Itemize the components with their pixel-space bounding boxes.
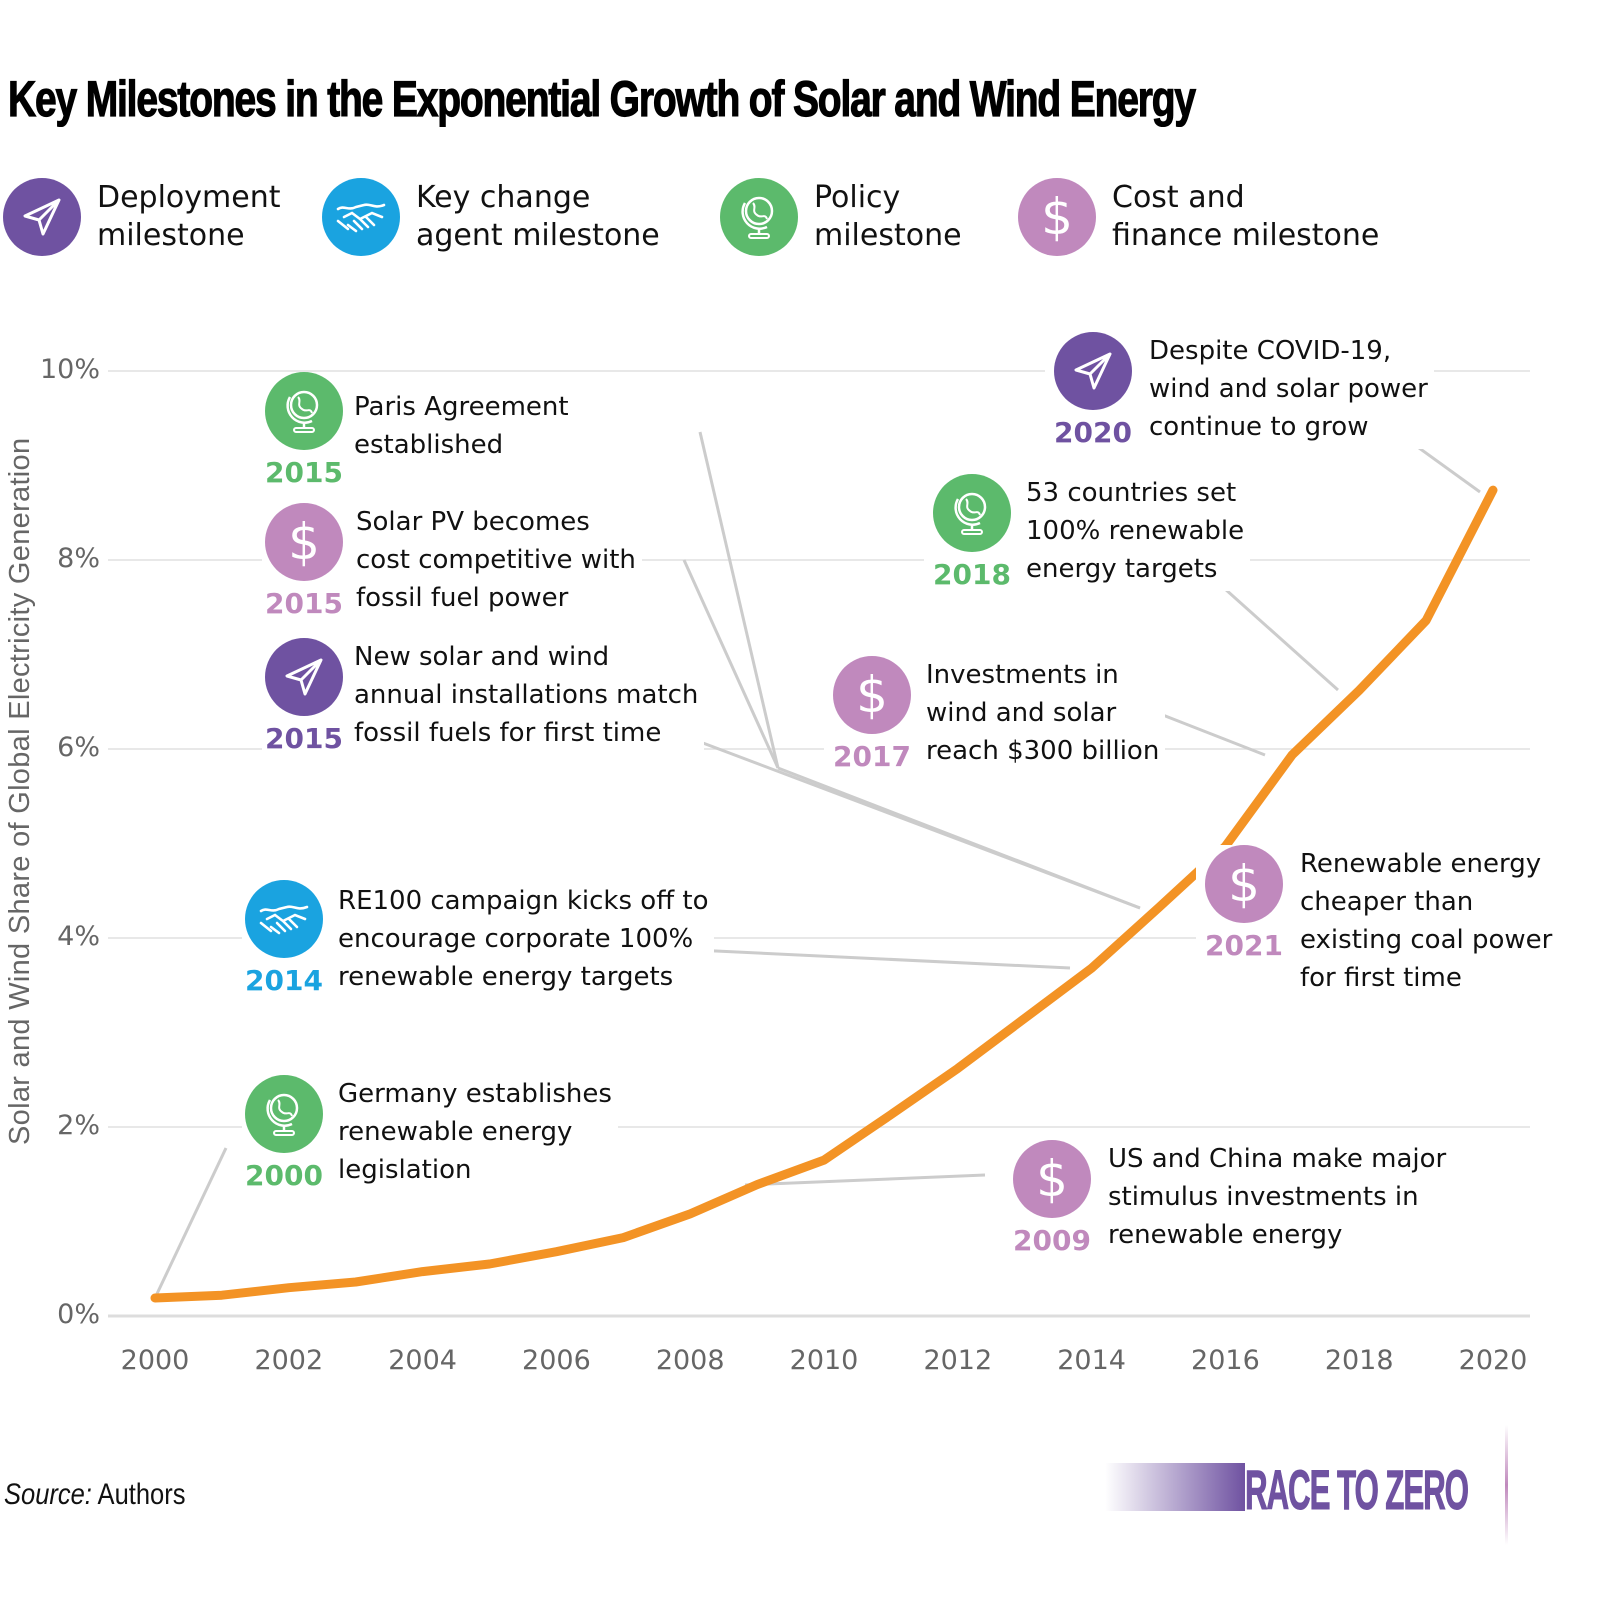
annotation-year: 2009 <box>1013 1224 1091 1257</box>
dollar-icon: $ <box>1205 845 1283 923</box>
annotation-year: 2000 <box>245 1159 323 1192</box>
annotation-year: 2015 <box>265 587 343 620</box>
annotation-year: 2018 <box>933 558 1011 591</box>
y-tick-label: 2% <box>57 1110 100 1141</box>
annotation-2015-solar-pv: $ 2015 Solar PV becomes cost competitive… <box>262 503 642 620</box>
dollar-icon: $ <box>1013 1140 1091 1218</box>
source-value: Authors <box>91 1478 186 1511</box>
globe-icon <box>265 372 343 450</box>
x-tick-label: 2008 <box>655 1345 725 1376</box>
leader-line-2017 <box>1149 708 1266 757</box>
annotation-text: Investments in wind and solar reach $300… <box>926 660 1160 766</box>
annotation-text: New solar and wind annual installations … <box>354 642 699 748</box>
annotation-year: 2014 <box>245 964 323 997</box>
y-tick-label: 0% <box>57 1299 100 1330</box>
annotation-text: 53 countries set 100% renewable energy t… <box>1026 478 1245 584</box>
x-tick-label: 2016 <box>1191 1345 1260 1376</box>
leader-line-2014 <box>694 948 1071 970</box>
annotation-2009-stimulus: $ 2009 US and China make major stimulus … <box>1004 1140 1453 1257</box>
annotation-year: 2021 <box>1205 929 1283 962</box>
y-tick-label: 4% <box>57 921 100 952</box>
paper-plane-icon <box>1054 332 1132 410</box>
x-tick-label: 2006 <box>522 1345 591 1376</box>
y-tick-label: 10% <box>39 354 100 385</box>
annotation-2017-investments: $ 2017 Investments in wind and solar rea… <box>824 656 1166 773</box>
globe-icon <box>933 474 1011 552</box>
annotation-text: Germany establishes renewable energy leg… <box>338 1079 612 1185</box>
annotation-2020-covid: 2020 Despite COVID-19, wind and solar po… <box>1045 332 1434 449</box>
race-to-zero-logo: RACE TO ZERO <box>1105 1458 1508 1522</box>
legend-label: Key change agent milestone <box>416 180 660 253</box>
annotation-year: 2020 <box>1054 416 1132 449</box>
globe-icon <box>245 1075 323 1153</box>
annotation-year: 2017 <box>833 740 911 773</box>
legend-item-policy: Policy milestone <box>720 178 962 256</box>
source-note: Source: Authors <box>4 1478 185 1512</box>
dollar-icon: $ <box>833 656 911 734</box>
annotation-year: 2015 <box>265 456 343 489</box>
paper-plane-icon <box>265 638 343 716</box>
legend-item-key-change-agent: Key change agent milestone <box>322 178 660 256</box>
annotation-text: Renewable energy cheaper than existing c… <box>1300 849 1553 993</box>
dollar-icon: $ <box>1018 178 1096 256</box>
y-tick-label: 8% <box>57 543 100 574</box>
annotation-2015-installations: 2015 New solar and wind annual installat… <box>262 638 705 755</box>
x-tick-label: 2002 <box>254 1345 324 1376</box>
annotation-2014-re100: 2014 RE100 campaign kicks off to encoura… <box>242 880 715 997</box>
x-tick-label: 2010 <box>789 1345 859 1376</box>
annotation-2015-paris: 2015 Paris Agreement established <box>262 372 575 489</box>
x-tick-label: 2020 <box>1458 1345 1528 1376</box>
chart-title: Key Milestones in the Exponential Growth… <box>8 70 1197 127</box>
leader-line-2015-policy <box>698 431 780 769</box>
legend-label: Policy milestone <box>814 180 962 253</box>
x-tick-label: 2000 <box>120 1345 190 1376</box>
leader-line-2015-join <box>777 766 1141 910</box>
x-tick-label: 2014 <box>1057 1345 1126 1376</box>
source-label: Source: <box>4 1478 92 1511</box>
annotation-text: Despite COVID-19, wind and solar power c… <box>1149 336 1428 442</box>
globe-icon <box>720 178 798 256</box>
annotation-2000-germany: 2000 Germany establishes renewable energ… <box>242 1075 618 1192</box>
handshake-icon <box>322 178 400 256</box>
leader-line-2015-cost <box>682 559 780 769</box>
legend-item-deployment: Deployment milestone <box>3 178 281 256</box>
annotation-text: US and China make major stimulus investm… <box>1108 1144 1447 1250</box>
y-tick-label: 6% <box>57 732 100 763</box>
dollar-icon: $ <box>265 503 343 581</box>
leader-line-2018 <box>1214 578 1339 692</box>
annotation-2018-countries: 2018 53 countries set 100% renewable ene… <box>924 474 1251 591</box>
paper-plane-icon <box>3 178 81 256</box>
legend-item-cost-finance: $ Cost and finance milestone <box>1018 178 1379 256</box>
legend-label: Deployment milestone <box>97 180 281 253</box>
annotation-text: Paris Agreement established <box>354 392 569 460</box>
annotation-text: RE100 campaign kicks off to encourage co… <box>338 886 709 992</box>
x-tick-label: 2012 <box>923 1345 993 1376</box>
leader-line-2000 <box>153 1147 228 1299</box>
annotation-2021-cheaper: $ 2021 Renewable energy cheaper than exi… <box>1196 845 1559 997</box>
x-tick-label: 2004 <box>388 1345 457 1376</box>
handshake-icon <box>245 880 323 958</box>
annotation-text: Solar PV becomes cost competitive with f… <box>356 507 636 613</box>
x-tick-label: 2018 <box>1324 1345 1394 1376</box>
legend-label: Cost and finance milestone <box>1112 180 1380 253</box>
logo-divider <box>1505 1425 1508 1545</box>
logo-gradient-bar <box>1105 1463 1245 1511</box>
leader-line-2009 <box>744 1173 986 1187</box>
annotation-year: 2015 <box>265 722 343 755</box>
logo-text: RACE TO ZERO <box>1245 1458 1470 1522</box>
